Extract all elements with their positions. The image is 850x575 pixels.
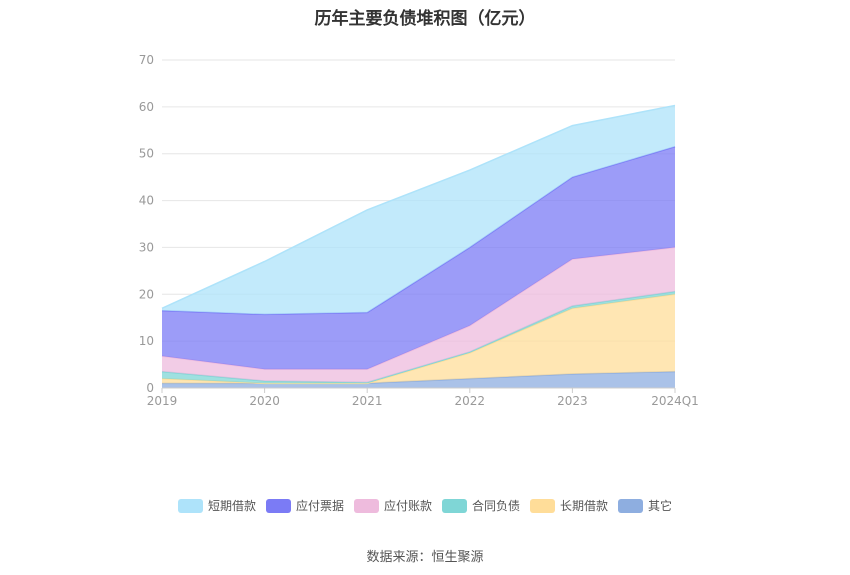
area-series-2	[162, 291, 675, 384]
y-tick-label-4: 40	[139, 194, 154, 208]
x-tick-label-0: 2019	[147, 394, 178, 408]
legend-item-5[interactable]: 其它	[618, 498, 672, 513]
legend-label-0: 短期借款	[208, 499, 256, 513]
legend-item-2[interactable]: 应付账款	[354, 498, 432, 513]
legend-item-3[interactable]: 合同负债	[442, 498, 520, 513]
y-tick-label-2: 20	[139, 287, 154, 301]
legend-label-4: 长期借款	[560, 499, 608, 513]
area-series-4	[162, 146, 675, 370]
x-tick-label-4: 2023	[557, 394, 588, 408]
x-tick-label-3: 2022	[455, 394, 486, 408]
legend-label-5: 其它	[648, 498, 672, 513]
y-tick-label-3: 30	[139, 240, 154, 254]
area-series-3	[162, 247, 675, 383]
x-axis: 2019 2020 2021 2022 2023 2024Q1	[147, 387, 699, 408]
legend-label-2: 应付账款	[384, 498, 432, 513]
area-series-1	[162, 294, 675, 384]
area-series	[161, 104, 676, 388]
source-note: 数据来源：恒生聚源	[366, 550, 484, 565]
y-axis: 0 10 20 30 40 50 60 70	[139, 53, 154, 395]
legend-label-3: 合同负债	[472, 498, 520, 513]
legend-item-1[interactable]: 应付票据	[266, 498, 344, 513]
area-edge-5	[161, 104, 676, 310]
y-tick-label-6: 60	[139, 100, 154, 114]
chart-title: 历年主要负债堆积图（亿元）	[314, 9, 536, 29]
legend-swatch-4	[530, 499, 555, 513]
y-tick-label-0: 0	[146, 381, 154, 395]
legend-item-4[interactable]: 长期借款	[530, 499, 608, 513]
x-tick-label-1: 2020	[249, 394, 280, 408]
x-tick-label-5: 2024Q1	[651, 394, 699, 408]
legend-swatch-2	[354, 499, 379, 513]
legend-swatch-3	[442, 499, 467, 513]
legend: 短期借款 应付票据 应付账款 合同负债 长期借款 其它	[178, 498, 672, 513]
legend-item-0[interactable]: 短期借款	[178, 499, 256, 513]
y-tick-label-5: 50	[139, 147, 154, 161]
y-tick-label-1: 10	[139, 334, 154, 348]
legend-label-1: 应付票据	[296, 498, 344, 513]
area-series-5	[162, 105, 675, 315]
legend-swatch-0	[178, 499, 203, 513]
legend-swatch-5	[618, 499, 643, 513]
y-tick-label-7: 70	[139, 53, 154, 67]
x-tick-label-2: 2021	[352, 394, 383, 408]
legend-swatch-1	[266, 499, 291, 513]
